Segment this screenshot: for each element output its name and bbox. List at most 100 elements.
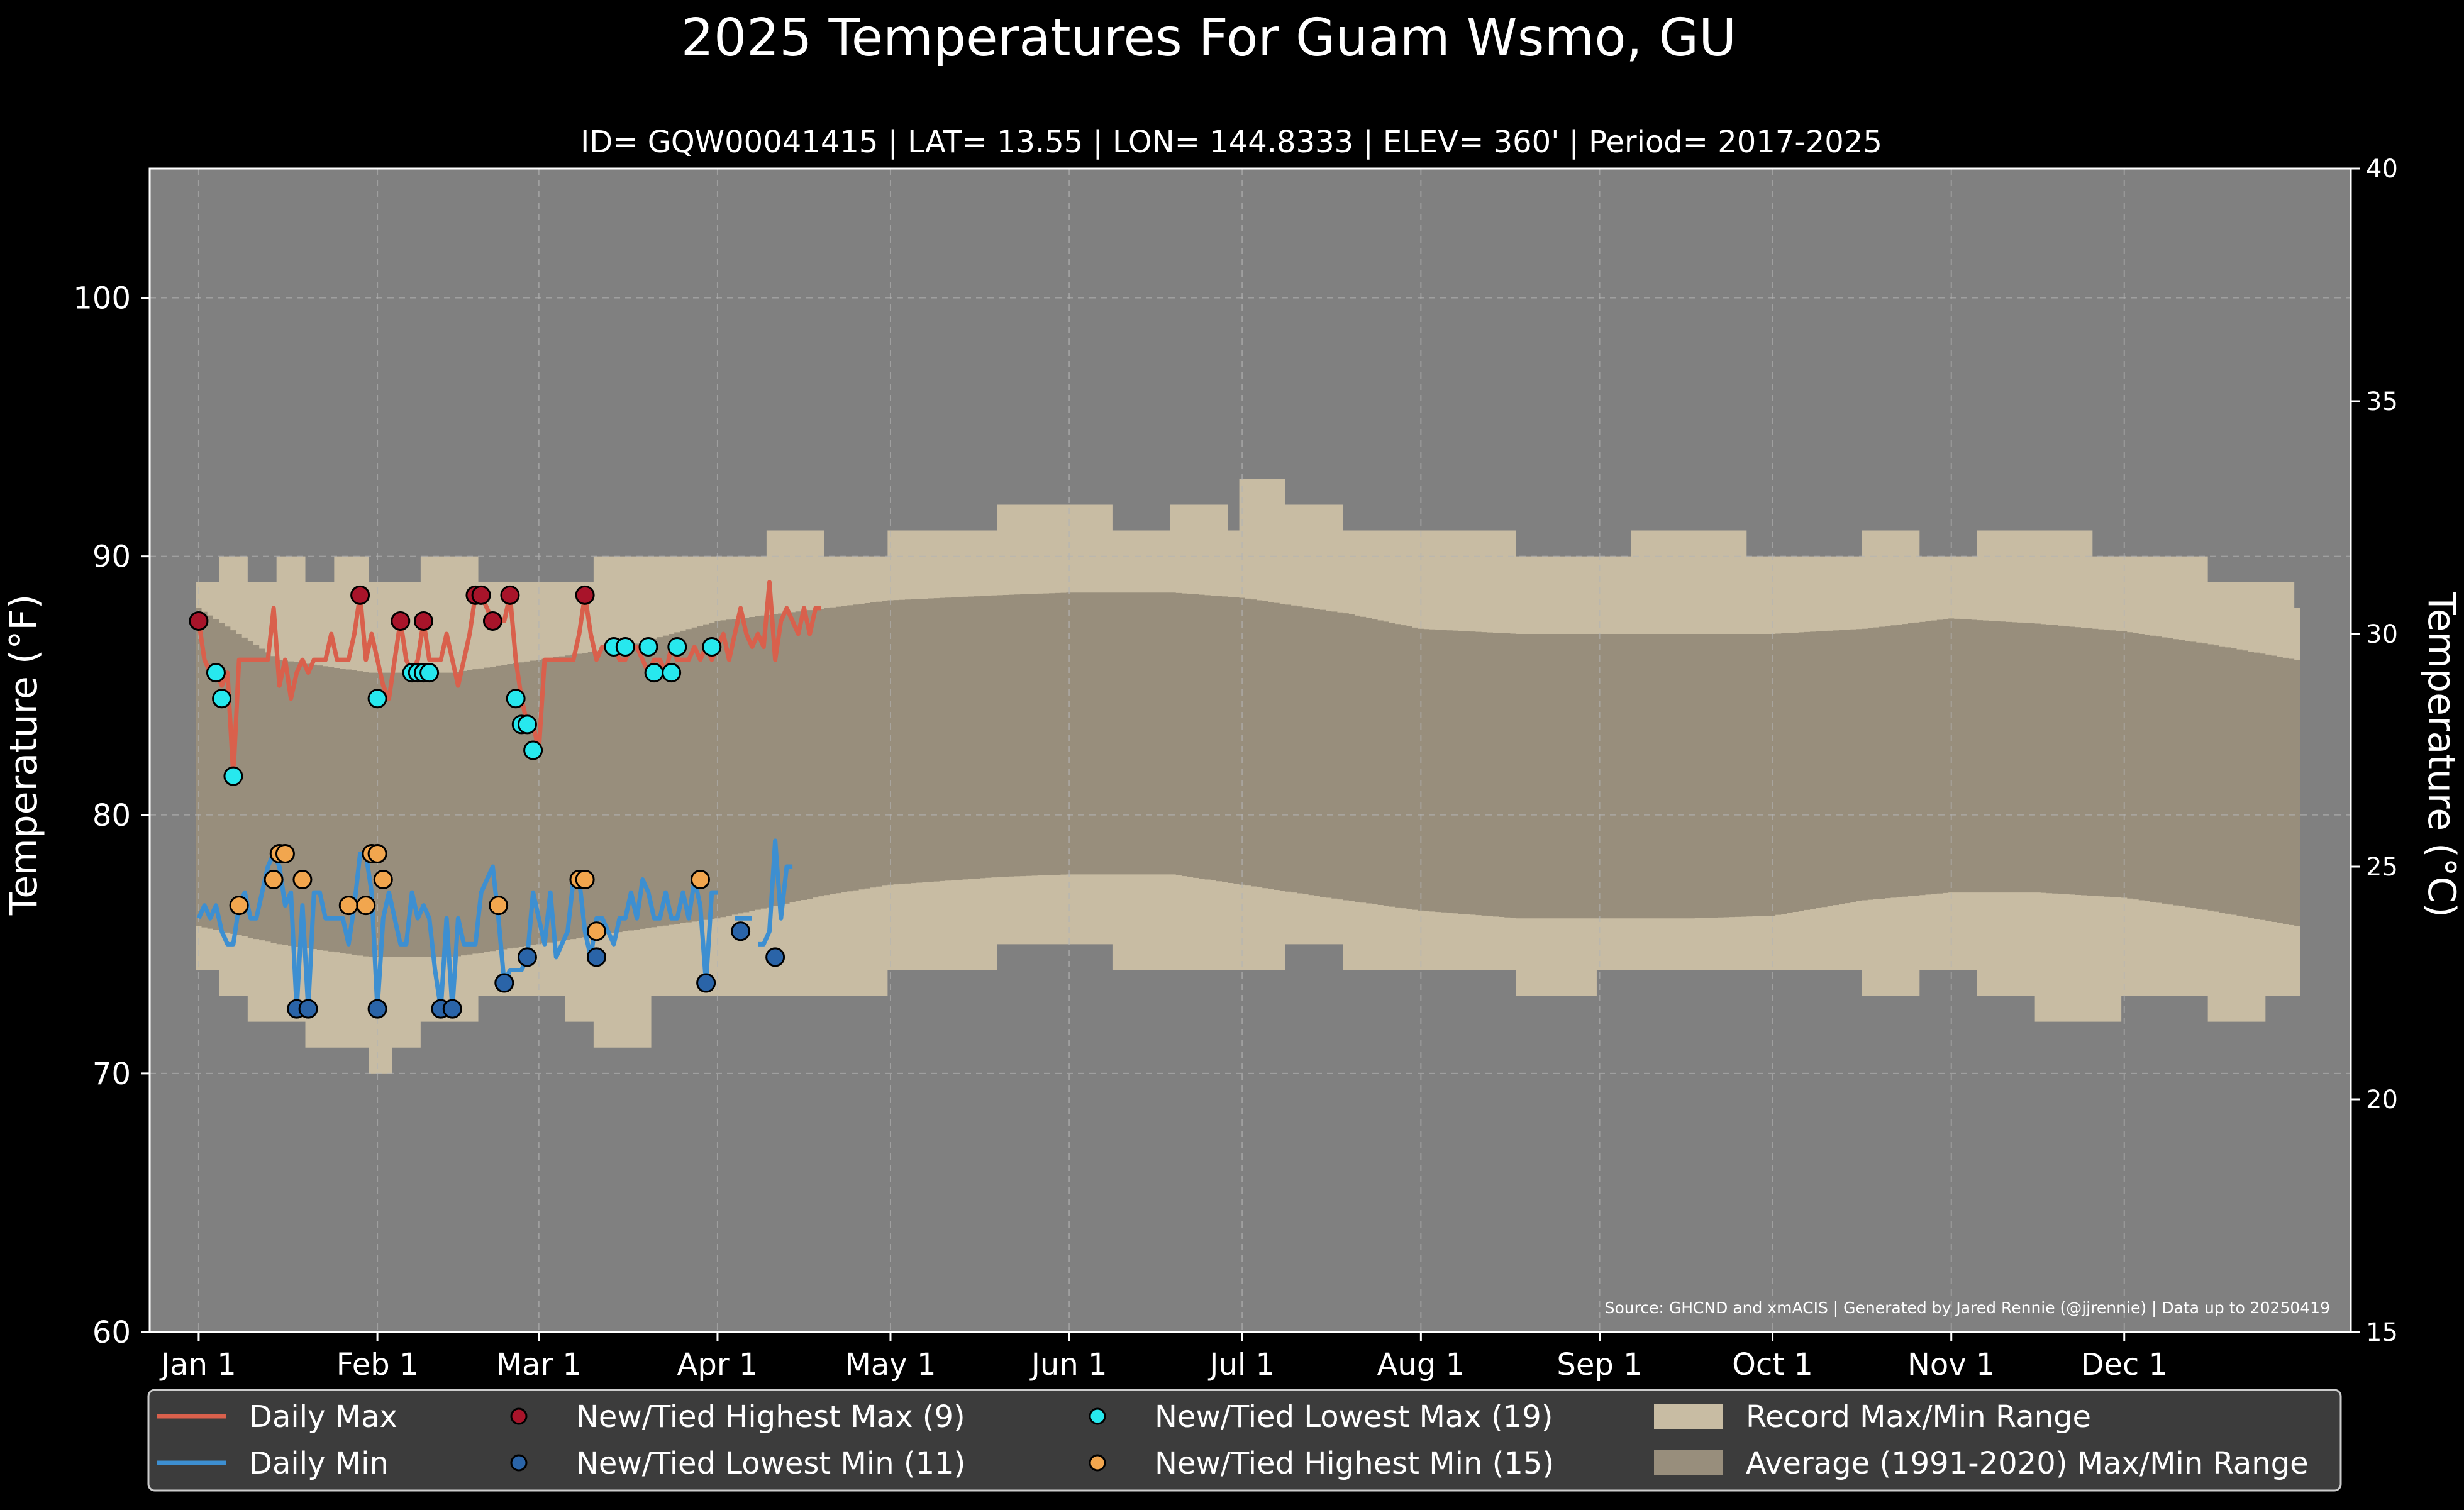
- new-high-min-points: [229, 843, 710, 941]
- legend-label: New/Tied Highest Max (9): [576, 1399, 965, 1435]
- x-tick-label: Sep 1: [1557, 1347, 1642, 1382]
- y-tick-label-left: 70: [92, 1057, 131, 1092]
- new-high-min-point: [264, 870, 284, 890]
- new-high-max-point: [391, 611, 411, 631]
- legend-box-swatch: [1654, 1404, 1723, 1429]
- chart-title: 2025 Temperatures For Guam Wsmo, GU: [681, 8, 1736, 68]
- legend-box: [147, 1389, 2342, 1492]
- new-high-min-point: [489, 896, 509, 916]
- x-tick-label: Apr 1: [677, 1347, 758, 1382]
- y-tick-label-left: 100: [73, 281, 131, 316]
- legend-item: Average (1991-2020) Max/Min Range: [1654, 1446, 2309, 1481]
- legend-box-swatch: [1654, 1450, 1723, 1475]
- source-note: Source: GHCND and xmACIS | Generated by …: [1605, 1299, 2330, 1317]
- new-low-max-point: [212, 689, 232, 709]
- new-low-max-point: [662, 663, 682, 683]
- new-high-max-point: [575, 585, 595, 605]
- y-tick-label-left: 80: [92, 798, 131, 833]
- legend-label: Daily Min: [249, 1446, 389, 1481]
- legend-label: New/Tied Lowest Min (11): [576, 1446, 965, 1481]
- new-high-min-point: [275, 843, 295, 863]
- daily-min-line: [196, 838, 793, 1011]
- x-tick-label: Feb 1: [336, 1347, 419, 1382]
- x-tick-label: Jul 1: [1207, 1347, 1275, 1382]
- y-tick-label-left: 90: [92, 540, 131, 575]
- new-low-min-point: [517, 947, 537, 967]
- legend-item: New/Tied Lowest Max (19): [1089, 1399, 1553, 1435]
- y-tick-label-left: 60: [92, 1315, 131, 1350]
- legend-label: Average (1991-2020) Max/Min Range: [1746, 1446, 2309, 1481]
- new-low-max-point: [638, 637, 658, 657]
- x-tick-label: Aug 1: [1377, 1347, 1465, 1382]
- y-tick-label-right: 35: [2366, 387, 2398, 416]
- x-tick-label: Nov 1: [1907, 1347, 1995, 1382]
- new-high-max-point: [471, 585, 491, 605]
- y-tick-label-right: 15: [2366, 1318, 2398, 1347]
- new-low-max-point: [223, 766, 243, 786]
- new-low-min-point: [696, 973, 716, 993]
- new-high-min-point: [575, 870, 595, 890]
- new-low-max-point: [367, 689, 387, 709]
- legend-item: Record Max/Min Range: [1654, 1399, 2091, 1435]
- legend-dot-swatch: [1089, 1407, 1106, 1425]
- new-low-max-point: [667, 637, 687, 657]
- normal-range-band: [196, 592, 2300, 957]
- plot-frame: [148, 167, 2352, 1333]
- new-low-max-point: [206, 663, 226, 683]
- new-high-max-point: [500, 585, 520, 605]
- new-high-max-point: [482, 611, 502, 631]
- new-low-max-point: [506, 689, 526, 709]
- x-tick-label: Jun 1: [1029, 1347, 1107, 1382]
- legend: Daily Max Daily Min New/Tied Highest Max (…: [147, 1389, 2342, 1492]
- new-low-min-point: [731, 921, 751, 941]
- new-low-max-point: [644, 663, 664, 683]
- new-low-max-point: [615, 637, 635, 657]
- legend-item: New/Tied Lowest Min (11): [510, 1446, 965, 1481]
- new-high-min-point: [229, 896, 249, 916]
- legend-item: New/Tied Highest Max (9): [510, 1399, 965, 1435]
- axes: 60 70 80 90 100 15 20 25 30 35 40 Jan 1 Feb 1 Mar 1 Ap…: [73, 155, 2398, 1382]
- new-low-min-point: [765, 947, 785, 967]
- new-high-max-point: [413, 611, 433, 631]
- new-high-min-point: [373, 870, 393, 890]
- new-low-max-point: [419, 663, 440, 683]
- new-low-min-point: [494, 973, 514, 993]
- legend-item: Daily Min: [157, 1446, 389, 1481]
- legend-dot-swatch: [510, 1454, 528, 1472]
- legend-item: Daily Max: [157, 1399, 397, 1435]
- new-low-max-points: [206, 637, 722, 786]
- new-high-min-point: [338, 896, 358, 916]
- new-low-max-point: [702, 637, 722, 657]
- new-low-min-point: [442, 999, 462, 1019]
- chart-subtitle: ID= GQW00041415 | LAT= 13.55 | LON= 144.…: [580, 125, 1882, 160]
- new-high-max-point: [189, 611, 209, 631]
- legend-label: Record Max/Min Range: [1746, 1399, 2091, 1435]
- new-high-min-point: [367, 843, 387, 863]
- y-axis-label-left: Temperature (°F): [2, 594, 46, 916]
- new-low-max-point: [523, 740, 543, 760]
- new-low-min-point: [298, 999, 318, 1019]
- legend-label: New/Tied Highest Min (15): [1155, 1446, 1554, 1481]
- x-tick-label: May 1: [845, 1347, 936, 1382]
- new-high-min-point: [292, 870, 313, 890]
- new-high-min-point: [690, 870, 710, 890]
- y-tick-label-right: 20: [2366, 1085, 2398, 1114]
- legend-label: Daily Max: [249, 1399, 397, 1435]
- new-low-min-points: [287, 921, 785, 1019]
- legend-label: New/Tied Lowest Max (19): [1155, 1399, 1553, 1435]
- legend-dot-swatch: [510, 1407, 528, 1425]
- new-high-max-point: [350, 585, 370, 605]
- new-high-max-points: [189, 585, 595, 631]
- new-low-max-point: [517, 714, 537, 735]
- y-axis-label-right: Temperature (°C): [2419, 591, 2463, 918]
- legend-item: New/Tied Highest Min (15): [1089, 1446, 1554, 1481]
- legend-dot-swatch: [1089, 1454, 1106, 1472]
- x-tick-label: Oct 1: [1732, 1347, 1813, 1382]
- new-low-min-point: [586, 947, 606, 967]
- new-high-min-point: [356, 896, 376, 916]
- x-tick-label: Jan 1: [159, 1347, 236, 1382]
- new-high-min-point: [586, 921, 606, 941]
- x-tick-label: Mar 1: [496, 1347, 582, 1382]
- plot-area: 60 70 80 90 100 15 20 25 30 35 40 Jan 1 Feb 1 Mar 1 Ap…: [73, 155, 2398, 1382]
